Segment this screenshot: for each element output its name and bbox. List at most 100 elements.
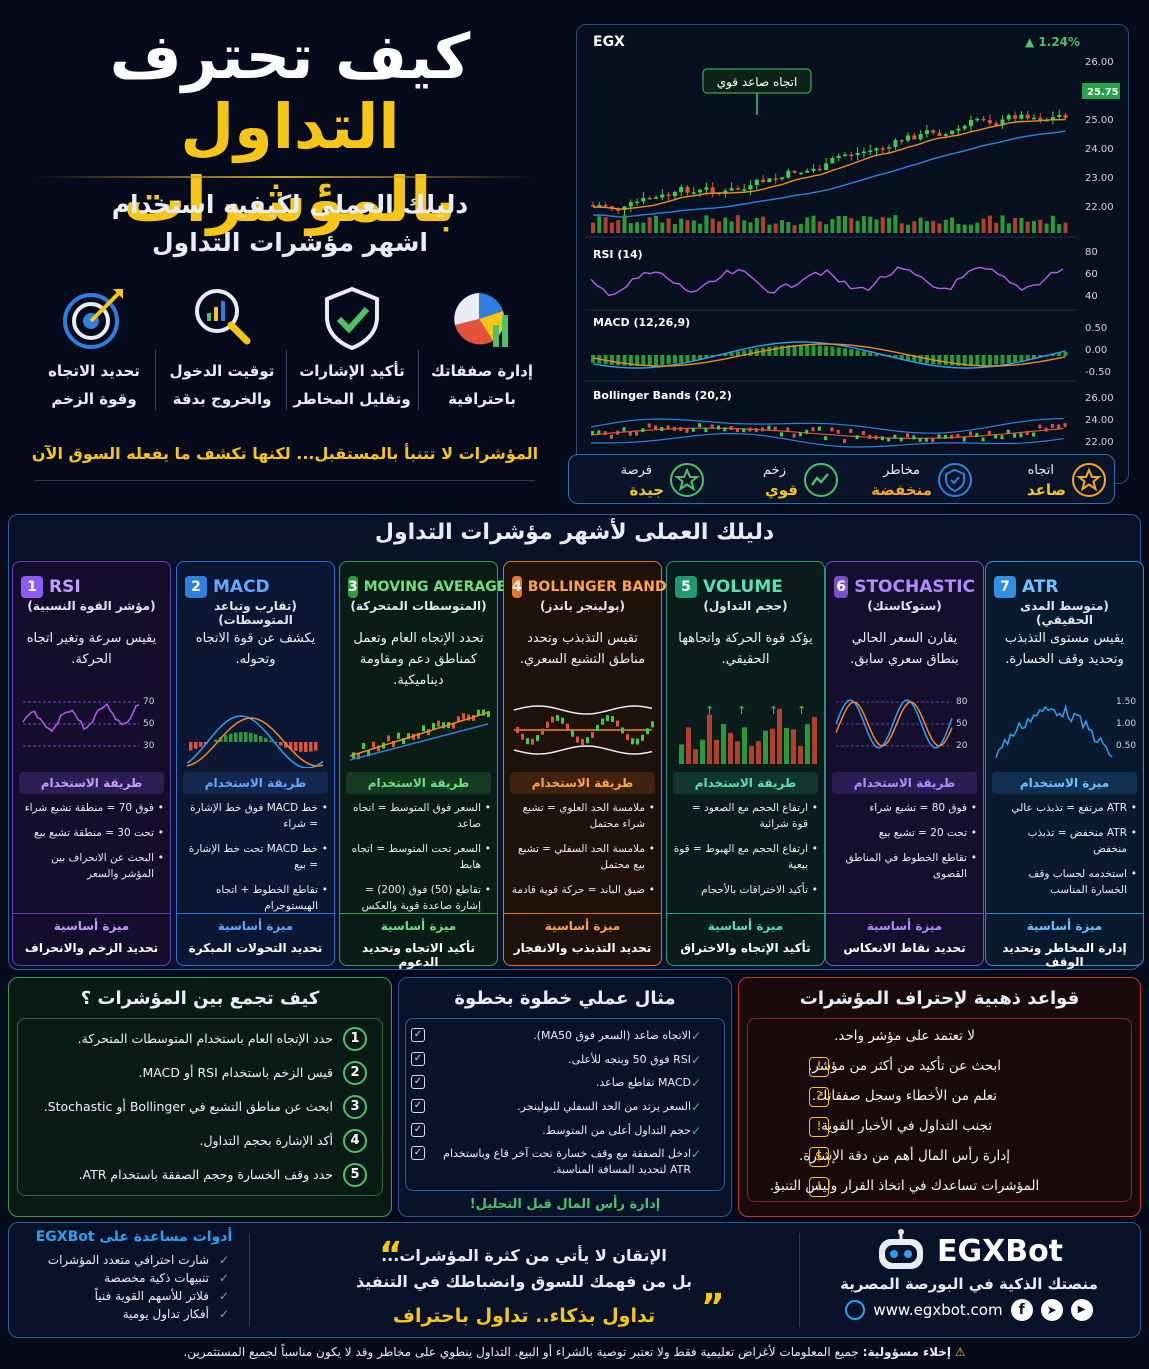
mini-candle — [521, 733, 524, 740]
usage-item: تحت 30 = منطقة تشبع بيع — [19, 825, 164, 841]
checkbox-icon: ✓ — [411, 1099, 425, 1113]
candle-body — [893, 140, 898, 148]
usage-item: البحث عن الانحراف بين المؤشر والسعر — [19, 850, 164, 882]
step-number: 2 — [343, 1061, 367, 1085]
macd-label: MACD (12,26,9) — [593, 316, 690, 329]
mini-candle — [387, 735, 390, 742]
candle-body — [628, 202, 633, 207]
volume-bar — [817, 221, 822, 233]
bb-candle — [591, 431, 594, 436]
card-feature: تأكيد الإتجاه والاختراق — [680, 941, 811, 955]
website-link[interactable]: www.egxbot.com — [873, 1301, 1003, 1319]
card-feature-title: ميزة أساسية — [544, 919, 621, 933]
bb-candle — [1019, 433, 1023, 438]
macd-bar — [824, 346, 829, 356]
candle-body — [654, 197, 658, 199]
card-indicator-name: ATR — [1022, 577, 1059, 597]
macd-bar — [723, 353, 728, 356]
feature-divider — [286, 350, 287, 410]
card-indicator-name: BOLLINGER BANDS — [527, 579, 677, 595]
volume-bar — [880, 217, 885, 233]
price-tick: 22.00 — [1085, 202, 1114, 213]
checkbox-icon: ✓ — [411, 1146, 425, 1160]
card-feature-title: ميزة أساسية — [217, 919, 294, 933]
usage-item: ملامسة الحد السفلي = تشبع بيع محتمل — [510, 841, 655, 873]
volume-bar — [754, 218, 759, 233]
bb-candle — [975, 432, 979, 437]
macd-bar — [780, 345, 784, 356]
card-number: 4 — [512, 576, 522, 598]
macd-bar — [609, 355, 614, 365]
card-feature-title: ميزة أساسية — [866, 919, 943, 933]
candle-body — [729, 188, 734, 191]
telegram-icon[interactable]: ➤ — [1040, 1299, 1063, 1321]
card-divider — [504, 913, 661, 914]
mini-candle — [606, 715, 609, 722]
bb-candle — [817, 426, 821, 431]
candle-body — [1063, 114, 1068, 118]
mini-tick: 0.50 — [1116, 741, 1136, 751]
step-number: 4 — [343, 1129, 367, 1153]
card-subtitle: (حجم التداول) — [703, 599, 788, 613]
example-step: ✓ الاتجاه صاعد (السعر فوق MA50). ✓ — [411, 1028, 701, 1044]
bb-candle — [1006, 429, 1010, 434]
candle-body — [672, 192, 677, 197]
bb-candle — [969, 431, 972, 436]
example-step-text: السعر يرتد من الحد السفلي للبولينجر. — [517, 1100, 691, 1113]
mini-tick: 20 — [956, 741, 968, 751]
mini-volume-bar — [707, 714, 712, 764]
status-risk-label: مخاطر — [883, 463, 920, 478]
bb-candle — [880, 436, 884, 441]
rules-panel: قواعد ذهبية لإحتراف المؤشرات لا تعتمد عل… — [738, 977, 1141, 1217]
card-description: يؤكد قوة الحركة واتجاهها الحقيقي. — [678, 631, 813, 667]
macd-bar — [660, 355, 665, 365]
macd-bar — [899, 355, 904, 360]
up-arrow-icon: ↑ — [737, 704, 746, 717]
youtube-icon[interactable]: ▶ — [1070, 1299, 1093, 1321]
bb-candle — [754, 428, 758, 433]
price-chart-panel[interactable]: EGX ▲ 1.24% اتجاه صاعد قوي 26.00 25.00 2… — [576, 24, 1129, 484]
mini-volume-bar — [812, 716, 817, 764]
volume-bar — [635, 222, 640, 233]
macd-bar — [912, 355, 917, 362]
volume-bar — [729, 221, 734, 233]
last-price-text: 25.75 — [1087, 87, 1119, 98]
combine-step: 4 أكد الإشارة بحجم التداول. — [31, 1129, 367, 1155]
candle-body — [981, 118, 986, 121]
card-feature: إدارة المخاطر وتحديد الوقف — [1002, 941, 1127, 969]
mini-candle — [417, 732, 420, 739]
macd-bar — [868, 352, 873, 356]
volume-bar — [931, 220, 936, 233]
macd-bar — [666, 355, 671, 365]
facebook-icon[interactable]: f — [1010, 1299, 1033, 1321]
mini-volume-bar — [714, 739, 719, 764]
check-icon: ✓ — [218, 1253, 229, 1267]
example-step-text: MACD تقاطع صاعد. — [595, 1076, 691, 1089]
status-momentum-label: زخم — [763, 463, 786, 478]
indicator-card-rsi: 1 RSI (مؤشر القوة النسبية) يقيس سرعة وتغ… — [12, 561, 171, 966]
indicator-card-macd: 2 MACD (تقارب وتباعد المتوسطات) يكشف عن … — [176, 561, 335, 966]
example-title: مثال عملي خطوة بخطوة — [454, 988, 676, 1009]
usage-item: السعر تحت المتوسط = اتجاه هابط — [346, 841, 491, 873]
mini-volume-bar — [784, 727, 789, 764]
macd-bar — [1006, 355, 1011, 363]
macd-bar — [987, 355, 992, 366]
bb-candle — [893, 434, 897, 439]
mini-candle — [571, 730, 574, 737]
volume-bar — [792, 224, 797, 233]
example-step: ✓ ادخل الصفقة مع وقف خسارة تحت آخر قاع و… — [411, 1146, 701, 1178]
mini-candle — [397, 732, 400, 739]
mini-volume-bar — [742, 727, 747, 764]
mini-candle — [531, 738, 534, 745]
volume-bar — [1025, 221, 1030, 233]
example-step-text: حجم التداول أعلى من المتوسط. — [542, 1124, 691, 1137]
card-subtitle: (ستوكاستك) — [867, 599, 942, 613]
bb-candle — [906, 433, 909, 438]
volume-bar — [767, 224, 772, 233]
card-usage-title: طريقة الاستخدام — [673, 772, 818, 794]
candle-body — [1019, 114, 1024, 119]
volume-bar — [1038, 219, 1043, 233]
mini-candle — [482, 709, 485, 716]
example-step: ✓ السعر يرتد من الحد السفلي للبولينجر. ✓ — [411, 1099, 701, 1115]
bb-candle — [792, 433, 796, 438]
